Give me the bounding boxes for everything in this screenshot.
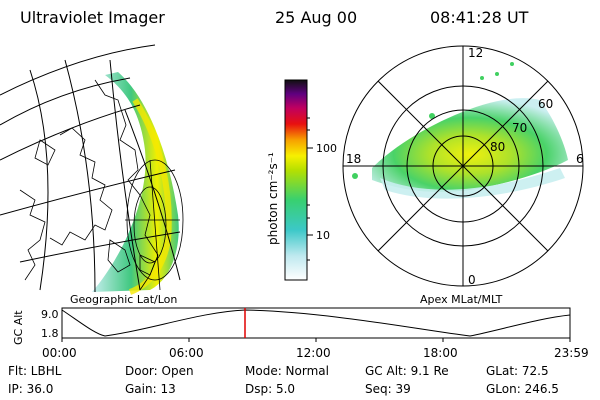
polar-panel-label: Apex MLat/MLT <box>420 293 503 306</box>
altitude-curve <box>61 309 571 337</box>
polar-aurora-fringe <box>380 168 565 199</box>
filter-readout: Flt: LBHL <box>8 364 62 378</box>
polar-grid <box>342 45 584 287</box>
alt-xtick-4: 23:59 <box>554 346 589 360</box>
alt-ytick-9: 9.0 <box>41 308 59 321</box>
glat-readout: GLat: 72.5 <box>486 364 549 378</box>
alt-xtick-2: 12:00 <box>296 346 331 360</box>
alt-xtick-0: 00:00 <box>42 346 77 360</box>
geo-aurora-swath <box>92 72 179 292</box>
alt-ylabel: GC Alt <box>12 310 25 345</box>
mode-readout: Mode: Normal <box>245 364 329 378</box>
polar-spot <box>352 173 358 179</box>
date-label: 25 Aug 00 <box>275 8 358 27</box>
instrument-title: Ultraviolet Imager <box>20 8 165 27</box>
geo-graticule <box>0 44 181 293</box>
polar-spot <box>480 76 484 80</box>
polar-spot <box>429 113 435 119</box>
alt-xtick-1: 06:00 <box>169 346 204 360</box>
geo-footprint <box>125 159 184 291</box>
mlt-18-label: 18 <box>346 152 361 166</box>
colorbar-ticks <box>307 117 313 261</box>
colorbar-unit-label: photon cm⁻²s⁻¹ <box>266 152 280 245</box>
geo-coastlines <box>19 79 159 291</box>
polar-plot <box>342 45 584 287</box>
colorbar-tick-10: 10 <box>316 229 330 242</box>
mlat-60-label: 60 <box>538 97 553 111</box>
geo-panel-label: Geographic Lat/Lon <box>70 293 177 306</box>
colorbar-tick-100: 100 <box>316 142 337 155</box>
polar-spot <box>495 72 499 76</box>
alt-xtick-3: 18:00 <box>423 346 458 360</box>
mlat-70-label: 70 <box>512 121 527 135</box>
gain-readout: Gain: 13 <box>125 382 176 396</box>
geographic-map <box>0 44 184 295</box>
mlt-06-label: 6 <box>576 152 584 166</box>
dsp-readout: Dsp: 5.0 <box>245 382 296 396</box>
colorbar <box>284 79 308 281</box>
time-label: 08:41:28 UT <box>430 8 529 27</box>
polar-spot <box>510 62 514 66</box>
alt-plot-frame <box>61 307 571 339</box>
glon-readout: GLon: 246.5 <box>486 382 559 396</box>
seq-readout: Seq: 39 <box>365 382 411 396</box>
mlt-00-label: 0 <box>468 273 476 287</box>
mlt-12-label: 12 <box>468 46 483 60</box>
gc-alt-readout: GC Alt: 9.1 Re <box>365 364 449 378</box>
alt-xticks <box>61 338 571 342</box>
door-readout: Door: Open <box>125 364 194 378</box>
alt-ytick-1: 1.8 <box>41 327 59 340</box>
ip-readout: IP: 36.0 <box>8 382 54 396</box>
mlat-80-label: 80 <box>490 140 505 154</box>
